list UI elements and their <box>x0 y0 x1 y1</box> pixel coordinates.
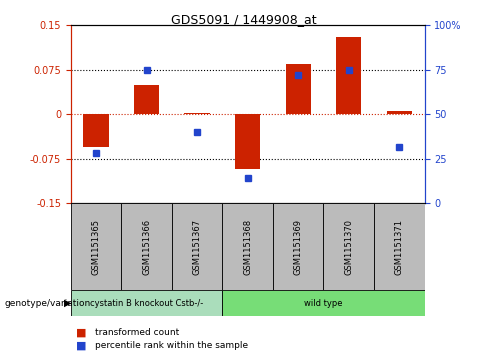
Bar <box>336 37 362 114</box>
Text: GSM1151367: GSM1151367 <box>193 219 202 275</box>
Text: GSM1151368: GSM1151368 <box>243 219 252 275</box>
Bar <box>273 203 324 290</box>
Text: ▶: ▶ <box>63 298 71 308</box>
Bar <box>324 203 374 290</box>
Text: transformed count: transformed count <box>95 328 180 337</box>
Bar <box>223 203 273 290</box>
Text: percentile rank within the sample: percentile rank within the sample <box>95 341 248 350</box>
Bar <box>134 85 159 114</box>
Bar <box>71 290 223 316</box>
Bar <box>223 290 425 316</box>
Text: cystatin B knockout Cstb-/-: cystatin B knockout Cstb-/- <box>90 299 203 307</box>
Text: wild type: wild type <box>304 299 343 307</box>
Text: genotype/variation: genotype/variation <box>5 299 91 307</box>
Bar <box>386 111 412 114</box>
Bar <box>71 203 122 290</box>
Bar <box>285 64 311 114</box>
Bar <box>184 113 210 114</box>
Text: GSM1151371: GSM1151371 <box>395 219 404 275</box>
Text: ■: ■ <box>76 327 86 337</box>
Bar <box>235 114 260 170</box>
Text: GSM1151366: GSM1151366 <box>142 219 151 275</box>
Bar <box>83 114 109 147</box>
Text: GDS5091 / 1449908_at: GDS5091 / 1449908_at <box>171 13 317 26</box>
Bar <box>122 203 172 290</box>
Text: GSM1151369: GSM1151369 <box>294 219 303 275</box>
Text: GSM1151365: GSM1151365 <box>92 219 101 275</box>
Bar <box>374 203 425 290</box>
Text: ■: ■ <box>76 340 86 351</box>
Text: GSM1151370: GSM1151370 <box>344 219 353 275</box>
Bar <box>172 203 223 290</box>
